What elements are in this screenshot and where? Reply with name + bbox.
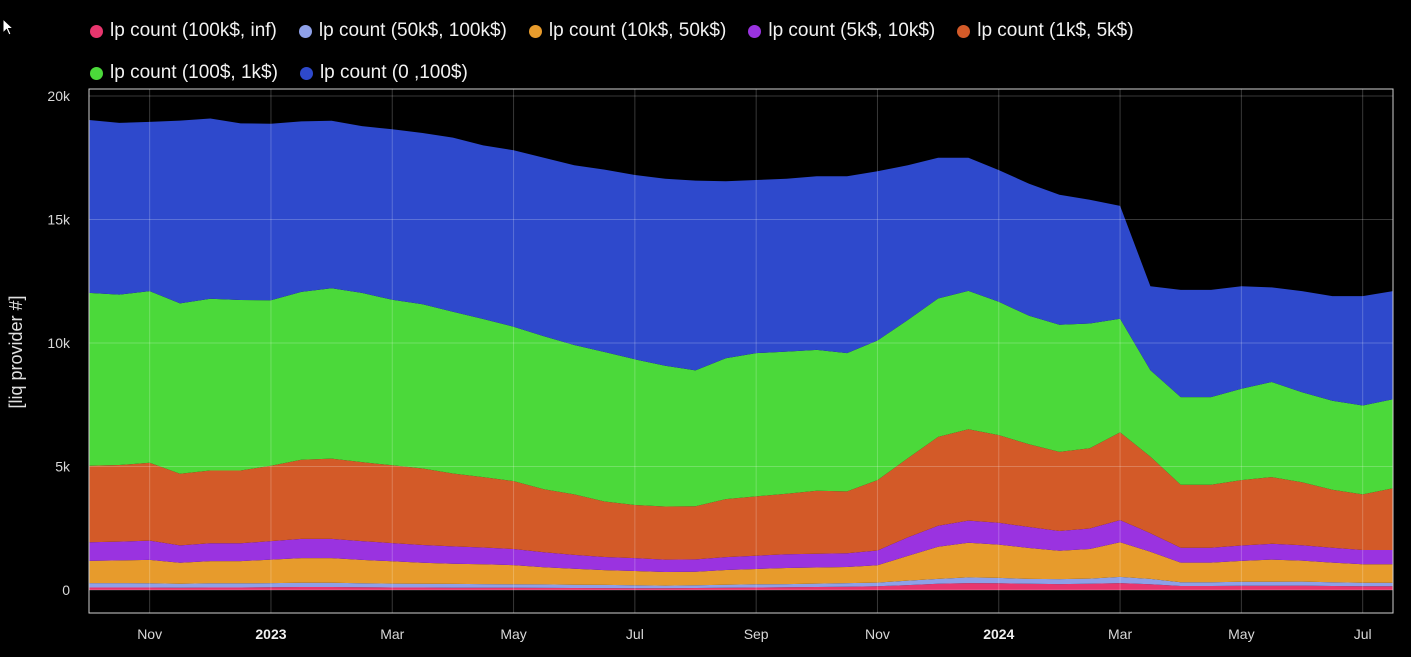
legend-item[interactable]: lp count (1k$, 5k$) — [957, 20, 1134, 42]
legend-item[interactable]: lp count (100k$, inf) — [90, 20, 277, 42]
x-tick-label: Jul — [1354, 626, 1372, 642]
legend-label: lp count (1k$, 5k$) — [977, 20, 1134, 41]
legend-item[interactable]: lp count (5k$, 10k$) — [748, 20, 935, 42]
x-tick-label: May — [500, 626, 526, 642]
x-tick-label: Nov — [137, 626, 162, 642]
series-area[interactable] — [89, 583, 1393, 590]
legend-dot-icon — [90, 24, 103, 38]
legend-dot-icon — [298, 24, 312, 38]
series-area[interactable] — [89, 520, 1393, 572]
x-tick-label: 2024 — [983, 626, 1014, 642]
y-tick-label: 10k — [47, 335, 71, 351]
series-area[interactable] — [89, 288, 1393, 507]
legend-label: lp count (50k$, 100k$) — [318, 20, 507, 41]
y-tick-label: 20k — [47, 88, 71, 104]
legend-dot-icon — [299, 66, 313, 80]
plot-frame — [88, 88, 1394, 614]
legend-item[interactable]: lp count (100$, 1k$) — [90, 62, 278, 84]
series-area[interactable] — [89, 118, 1393, 406]
legend-item[interactable]: lp count (0 ,100$) — [299, 62, 468, 84]
legend-item[interactable]: lp count (10k$, 50k$) — [528, 20, 727, 42]
legend-dot-icon — [957, 24, 971, 38]
series-area[interactable] — [89, 576, 1393, 589]
x-tick-label: Nov — [865, 626, 890, 642]
x-tick-label: Jul — [626, 626, 644, 642]
legend-dot-icon — [748, 24, 762, 38]
legend-label: lp count (5k$, 10k$) — [768, 20, 936, 41]
y-tick-label: 5k — [55, 459, 71, 475]
legend-label: lp count (0 ,100$) — [319, 62, 468, 83]
legend-row: lp count (100$, 1k$) lp count (0 ,100$) — [90, 52, 1340, 94]
legend-dot-icon — [528, 24, 542, 38]
legend-row: lp count (100k$, inf) lp count (50k$, 100… — [90, 10, 1340, 52]
x-tick-label: May — [1228, 626, 1254, 642]
x-tick-label: Mar — [1108, 626, 1132, 642]
chart-legend: lp count (100k$, inf) lp count (50k$, 100… — [90, 10, 1340, 94]
legend-label: lp count (100$, 1k$) — [110, 62, 278, 83]
mouse-pointer-icon — [2, 17, 15, 43]
legend-item[interactable]: lp count (50k$, 100k$) — [298, 20, 507, 42]
legend-label: lp count (100k$, inf) — [110, 20, 277, 41]
legend-label: lp count (10k$, 50k$) — [548, 20, 727, 41]
y-axis-label: [liq provider #] — [6, 295, 26, 408]
legend-dot-icon — [90, 66, 103, 80]
series-area[interactable] — [89, 542, 1393, 586]
x-tick-label: Sep — [744, 626, 769, 642]
x-tick-label: 2023 — [255, 626, 286, 642]
series-area[interactable] — [89, 429, 1393, 560]
y-tick-label: 15k — [47, 212, 71, 228]
x-tick-label: Mar — [380, 626, 404, 642]
y-tick-label: 0 — [62, 582, 70, 598]
